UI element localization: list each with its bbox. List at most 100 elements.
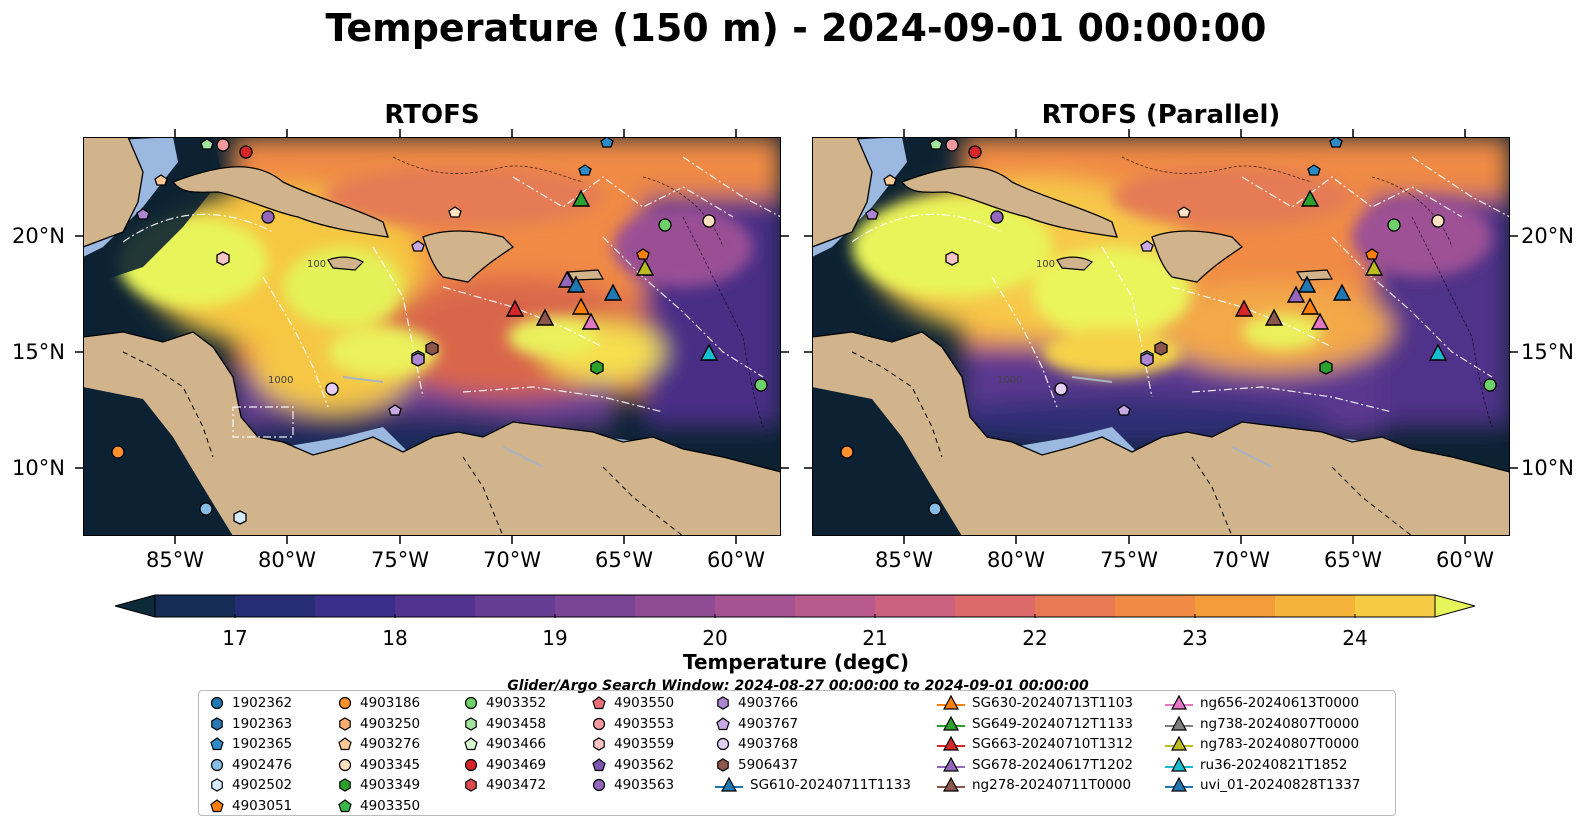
x-tick-label: 60°W [1436,548,1494,572]
glider-marker [1310,312,1330,330]
pentagon-marker-icon [592,758,606,771]
float-marker [702,214,716,228]
legend-entry-label: 4903766 [738,695,799,711]
circle-marker-icon [592,779,606,792]
x-tick-label: 75°W [1100,548,1158,572]
y-tick-label: 15°N [1521,340,1574,364]
pentagon-marker-icon [716,716,730,730]
colorbar-label: Temperature (degC) [683,650,909,674]
float-marker [200,138,214,150]
legend-entry: 4903350 [337,796,420,816]
legend-entry: 4903345 [337,755,420,775]
triangle-line-marker-icon [1165,756,1193,772]
float-marker [136,208,150,220]
float-marker [1329,137,1343,148]
legend-entry: 4903276 [337,734,420,754]
contour-label: 1000 [268,375,293,386]
hexagon-marker-icon [211,716,223,731]
search-window-text: Glider/Argo Search Window: 2024-08-27 00… [507,678,1089,694]
legend-entry: 4903563 [591,775,674,795]
float-marker [411,240,425,252]
float-marker [1177,206,1191,218]
glider-marker [571,297,591,315]
legend-entry-label: 4902502 [232,777,293,794]
legend-entry-label: SG678-20240617T1202 [972,756,1133,773]
panel-title-rtofs-parallel: RTOFS (Parallel) [1041,100,1281,130]
legend-entry-label: 5906437 [738,756,799,773]
float-marker [865,208,879,220]
hexagon-marker-icon [211,778,223,793]
hexagon-marker-icon [593,737,605,751]
glider-marker [557,270,577,288]
float-marker [1307,164,1321,176]
triangle-line-marker-icon [1165,777,1193,792]
glider-marker [1428,343,1448,361]
hexagon-marker-icon [339,716,351,731]
circle-marker-icon [210,758,224,771]
glider-marker [635,258,655,276]
float-marker [636,248,650,260]
glider-marker [1264,308,1284,326]
legend-entry: 4903051 [209,796,292,816]
legend-entry-label: 4903352 [486,695,547,711]
circle-marker-icon [464,696,478,710]
x-tick-label: 65°W [1324,548,1382,572]
float-marker [1140,240,1154,252]
float-marker [590,360,604,375]
legend-entry-label: 4903250 [360,715,421,732]
legend-entry-label: 4903350 [360,798,421,814]
float-marker [425,341,439,356]
legend-entry: 4903349 [337,775,420,795]
legend-entry-label: 4903550 [614,695,675,711]
legend-entry: SG649-20240712T1133 [937,714,1133,734]
legend-entry-label: 4903767 [738,715,799,732]
triangle-line-marker-icon [1165,695,1193,710]
float-marker [111,445,125,459]
circle-marker-icon [592,717,606,730]
glider-marker [1332,283,1352,301]
float-marker [1319,360,1333,375]
float-marker [1054,382,1068,396]
float-marker [1365,248,1379,260]
y-tick-label: 10°N [1521,456,1574,480]
float-marker [216,251,230,266]
contour-label: 1000 [997,375,1022,386]
legend-entry: 4903469 [463,755,546,775]
float-marker [216,138,230,152]
pentagon-marker-icon [338,737,352,751]
legend-entry: 4903768 [715,734,798,754]
colorbar-tick-label: 17 [222,626,248,650]
legend-entry: 4902476 [209,755,292,775]
triangle-line-marker-icon [1165,736,1193,751]
colorbar-tick-label: 20 [702,626,728,650]
circle-marker-icon [464,758,478,771]
legend-entry-label: ng783-20240807T0000 [1200,736,1360,753]
float-marker [990,210,1004,224]
hexagon-marker-icon [717,758,729,772]
y-tick-label: 10°N [12,456,65,480]
glider-marker [699,343,719,361]
colorbar-bin [875,595,956,617]
float-marker [658,218,672,232]
colorbar-bin [235,595,316,617]
legend-entry: 4903458 [463,714,546,734]
glider-marker [1300,297,1320,315]
float-marker [929,138,943,150]
colorbar-bin [1195,595,1276,617]
legend-entry: ru36-20240821T1852 [1165,755,1347,775]
legend-entry-label: 4903562 [614,756,675,773]
glider-marker [505,299,525,317]
x-tick-label: 65°W [595,548,653,572]
legend-entry: 4902502 [209,775,292,795]
float-marker [261,210,275,224]
legend-entry: 4903466 [463,734,546,754]
colorbar-bin [955,595,1036,617]
pentagon-marker-icon [210,799,224,813]
float-marker [154,174,168,186]
panel-title-rtofs: RTOFS [384,100,480,130]
colorbar-bin [315,595,396,617]
legend-entry: 4903559 [591,734,674,754]
colorbar-bin [795,595,876,617]
legend-entry: 1902363 [209,714,292,734]
